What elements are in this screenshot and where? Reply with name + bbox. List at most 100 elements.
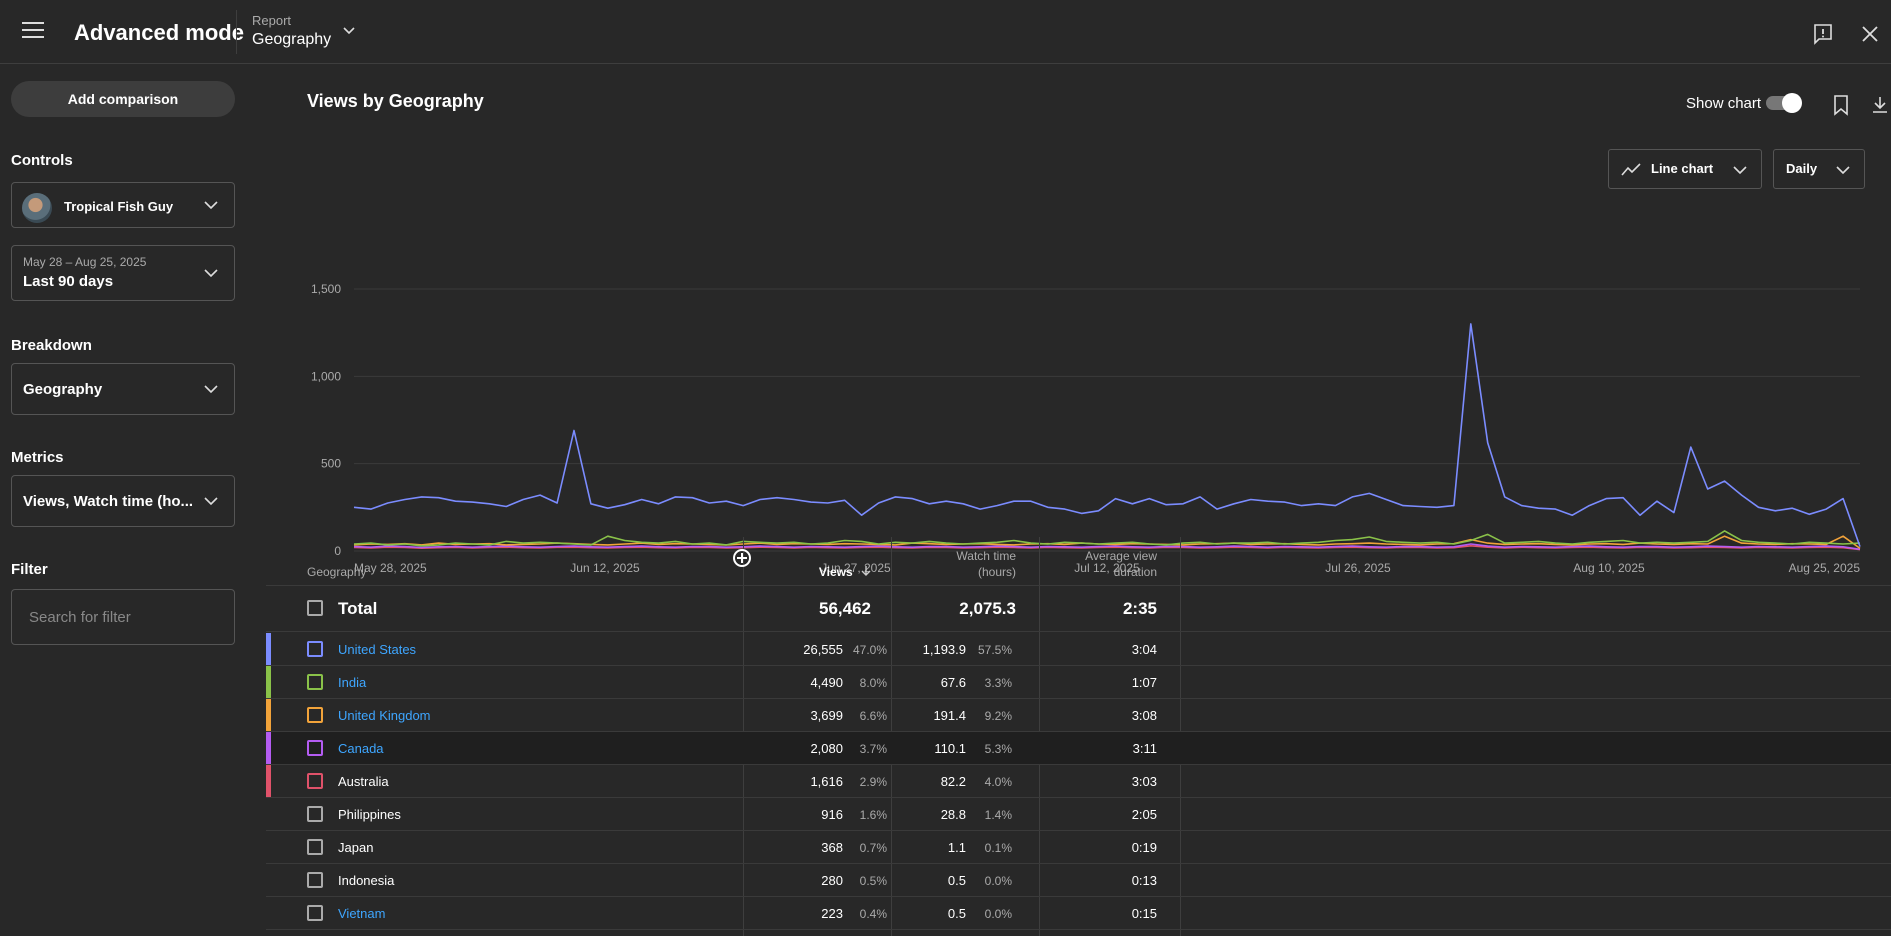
row-checkbox[interactable] xyxy=(307,674,323,690)
add-column-icon[interactable] xyxy=(733,549,751,567)
table-row[interactable]: United States 26,555 47.0% 1,193.9 57.5% 3:04 xyxy=(266,633,1891,666)
views-value: 280 xyxy=(821,873,843,888)
watch-time-value: 28.8 xyxy=(940,807,966,822)
total-checkbox[interactable] xyxy=(307,600,323,616)
watch-time-value: 1,193.9 xyxy=(922,642,966,657)
x-tick-label: Aug 10, 2025 xyxy=(1573,561,1645,575)
views-percent: 3.7% xyxy=(859,742,887,756)
x-tick-label: Jul 26, 2025 xyxy=(1325,561,1391,575)
views-percent: 47.0% xyxy=(852,643,887,657)
chevron-down-icon xyxy=(1836,166,1850,175)
total-label: Total xyxy=(338,599,378,618)
table-row[interactable]: India 4,490 8.0% 67.6 3.3% 1:07 xyxy=(266,666,1891,699)
avg-duration-value: 1:07 xyxy=(1131,675,1157,690)
geography-name[interactable]: United Kingdom xyxy=(338,708,431,723)
menu-icon[interactable] xyxy=(22,22,44,40)
table-row[interactable]: Canada 2,080 3.7% 110.1 5.3% 3:11 xyxy=(266,732,1891,765)
metrics-selector[interactable]: Views, Watch time (ho... xyxy=(11,475,235,527)
interval-selector[interactable]: Daily xyxy=(1773,149,1865,189)
y-tick-label: 1,500 xyxy=(311,282,341,296)
chart-type-selector[interactable]: Line chart xyxy=(1608,149,1762,189)
channel-selector[interactable]: Tropical Fish Guy xyxy=(11,182,235,228)
watch-time-value: 110.1 xyxy=(934,741,966,756)
show-chart-toggle[interactable] xyxy=(1766,93,1802,113)
series-color-bar xyxy=(266,732,271,764)
table-row[interactable]: Australia 1,616 2.9% 82.2 4.0% 3:03 xyxy=(266,765,1891,798)
report-selector[interactable]: Geography xyxy=(252,31,332,48)
table-row[interactable]: Philippines 916 1.6% 28.8 1.4% 2:05 xyxy=(266,798,1891,831)
page-title: Advanced mode xyxy=(74,20,244,45)
row-checkbox[interactable] xyxy=(307,740,323,756)
bookmark-icon[interactable] xyxy=(1831,94,1851,116)
watch-time-value: 67.6 xyxy=(940,675,966,690)
row-checkbox[interactable] xyxy=(307,905,323,921)
total-watch-time: 2,075.3 xyxy=(959,599,1016,618)
row-checkbox[interactable] xyxy=(307,641,323,657)
table-row[interactable]: Indonesia 280 0.5% 0.5 0.0% 0:13 xyxy=(266,864,1891,897)
watch-time-percent: 0.0% xyxy=(984,874,1012,888)
table-row[interactable]: Vietnam 223 0.4% 0.5 0.0% 0:15 xyxy=(266,897,1891,930)
geography-name: Philippines xyxy=(338,807,401,822)
add-comparison-button[interactable]: Add comparison xyxy=(11,81,235,117)
chevron-down-icon[interactable] xyxy=(342,24,356,38)
row-checkbox[interactable] xyxy=(307,806,323,822)
row-checkbox[interactable] xyxy=(307,707,323,723)
watch-time-value: 191.4 xyxy=(933,708,966,723)
col-header-watch-time[interactable]: Watch time (hours) xyxy=(906,548,1016,580)
views-value: 4,490 xyxy=(810,675,843,690)
views-value: 26,555 xyxy=(803,642,843,657)
geography-name: Japan xyxy=(338,840,374,855)
geography-name[interactable]: Vietnam xyxy=(338,906,386,921)
breakdown-label: Breakdown xyxy=(11,337,92,354)
date-range-selector[interactable]: May 28 – Aug 25, 2025 Last 90 days xyxy=(11,245,235,301)
geography-name[interactable]: Canada xyxy=(338,741,384,756)
download-icon[interactable] xyxy=(1870,95,1890,115)
geography-name[interactable]: United States xyxy=(338,642,417,657)
col-header-avg-duration[interactable]: Average view duration xyxy=(1046,548,1157,580)
avg-duration-value: 3:03 xyxy=(1131,774,1157,789)
channel-name: Tropical Fish Guy xyxy=(64,199,174,214)
y-tick-label: 1,000 xyxy=(311,369,341,383)
col-header-watch-line2: (hours) xyxy=(977,565,1016,579)
row-checkbox[interactable] xyxy=(307,773,323,789)
views-percent: 1.6% xyxy=(859,808,887,822)
line-chart-icon xyxy=(1621,163,1641,176)
total-avg-duration: 2:35 xyxy=(1122,599,1157,618)
metrics-label: Metrics xyxy=(11,449,64,466)
geography-name: Indonesia xyxy=(338,873,395,888)
toggle-knob xyxy=(1782,93,1802,113)
chevron-down-icon xyxy=(1733,166,1747,175)
col-header-geography[interactable]: Geography xyxy=(307,565,367,579)
breakdown-selector[interactable]: Geography xyxy=(11,363,235,415)
views-line-chart: 1,500 1,000 500 0 May 28, 2025 Jun 12, 2025 Ju… xyxy=(311,282,1861,575)
col-header-views[interactable]: Views xyxy=(796,564,872,580)
table-row[interactable]: United Kingdom 3,699 6.6% 191.4 9.2% 3:08 xyxy=(266,699,1891,732)
series-line-in xyxy=(353,530,1861,547)
views-percent: 2.9% xyxy=(859,775,887,789)
watch-time-percent: 1.4% xyxy=(984,808,1012,822)
watch-time-value: 0.5 xyxy=(947,873,966,888)
x-tick-label: May 28, 2025 xyxy=(354,561,427,575)
total-views: 56,462 xyxy=(819,599,871,618)
chart-type-label: Line chart xyxy=(1651,161,1714,176)
chevron-down-icon xyxy=(204,269,218,278)
geography-table: Geography Views Watch time (hours) Avera… xyxy=(266,537,1891,936)
geography-name[interactable]: India xyxy=(338,675,367,690)
feedback-icon[interactable] xyxy=(1811,22,1835,46)
col-header-views-label: Views xyxy=(818,565,853,579)
filter-field[interactable] xyxy=(11,589,235,645)
filter-label: Filter xyxy=(11,561,48,578)
close-icon[interactable] xyxy=(1858,22,1882,46)
avg-duration-value: 3:08 xyxy=(1131,708,1157,723)
interval-label: Daily xyxy=(1786,161,1818,176)
row-checkbox[interactable] xyxy=(307,872,323,888)
row-checkbox[interactable] xyxy=(307,839,323,855)
metrics-value: Views, Watch time (ho... xyxy=(23,493,194,510)
views-value: 223 xyxy=(821,906,843,921)
filter-input[interactable] xyxy=(12,590,234,644)
avg-duration-value: 3:04 xyxy=(1131,642,1157,657)
views-value: 3,699 xyxy=(810,708,843,723)
series-line-us xyxy=(353,323,1861,547)
table-row[interactable]: Japan 368 0.7% 1.1 0.1% 0:19 xyxy=(266,831,1891,864)
x-tick-label: Jun 12, 2025 xyxy=(570,561,640,575)
